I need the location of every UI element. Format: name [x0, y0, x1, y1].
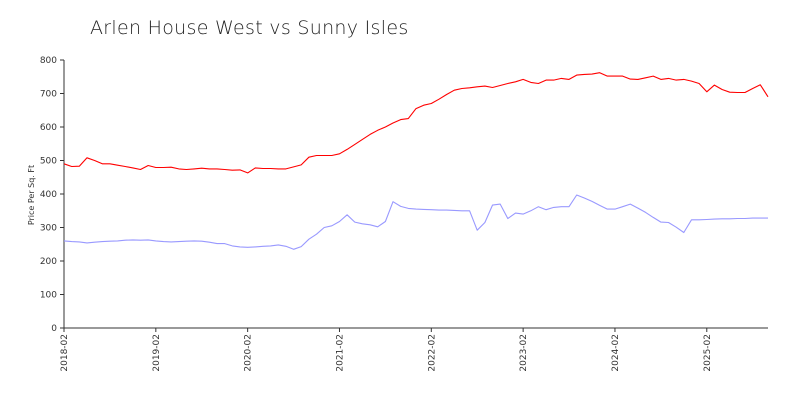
- chart-title: Arlen House West vs Sunny Isles: [90, 17, 409, 39]
- y-tick-label: 800: [40, 56, 57, 66]
- y-tick-label: 500: [40, 157, 57, 167]
- y-tick-label: 400: [40, 190, 57, 200]
- series-line-2: [63, 194, 768, 250]
- y-tick-label: 700: [40, 90, 57, 100]
- axes: 0 100 200 300 400 500 600 700 800 2018-02 2019-02 2…: [40, 56, 768, 372]
- y-tick-label: 600: [40, 123, 57, 133]
- y-tick-label: 100: [40, 291, 57, 301]
- y-tick-label: 0: [51, 324, 57, 334]
- series-line-1: [63, 72, 769, 174]
- y-tick-label: 300: [40, 224, 57, 234]
- y-axis-label: Price Per Sq. Ft: [27, 165, 36, 225]
- x-tick-label: 2024-02: [611, 334, 621, 372]
- y-tick-label: 200: [40, 257, 57, 267]
- x-tick-label: 2025-02: [703, 334, 713, 372]
- x-tick-label: 2022-02: [427, 334, 437, 372]
- x-tick-label: 2023-02: [519, 334, 529, 372]
- x-tick-label: 2020-02: [244, 334, 254, 372]
- x-tick-label: 2021-02: [335, 334, 345, 372]
- series-lines: [63, 72, 769, 250]
- x-tick-label: 2018-02: [60, 334, 70, 372]
- x-tick-label: 2019-02: [152, 334, 162, 372]
